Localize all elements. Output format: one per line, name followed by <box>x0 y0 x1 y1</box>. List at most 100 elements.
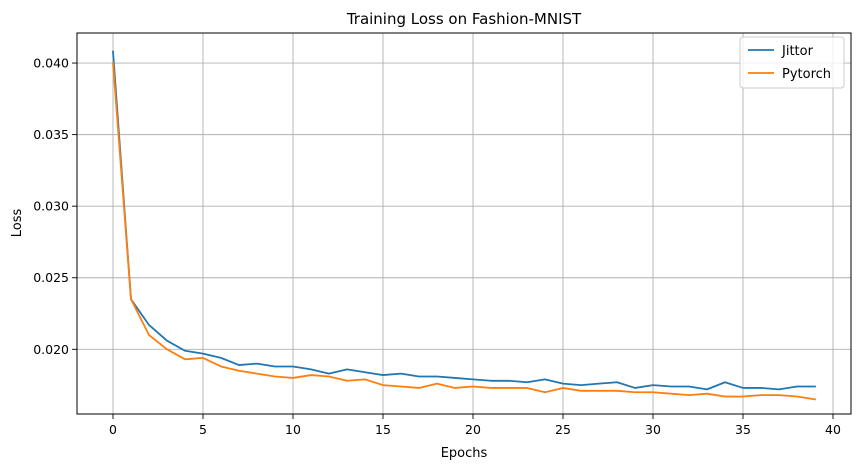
data-point-pytorch <box>436 382 438 384</box>
data-point-pytorch <box>184 358 186 360</box>
y-axis-label: Loss <box>10 209 25 238</box>
data-point-jittor <box>436 375 438 377</box>
y-tick-label: 0.035 <box>33 127 69 142</box>
data-point-pytorch <box>346 380 348 382</box>
plot-area-frame <box>76 32 852 415</box>
data-point-pytorch <box>472 385 474 387</box>
data-point-jittor <box>256 362 258 364</box>
y-tick-label: 0.030 <box>33 199 69 214</box>
data-point-jittor <box>112 50 114 52</box>
data-point-pytorch <box>796 395 798 397</box>
data-point-jittor <box>814 385 816 387</box>
data-point-jittor <box>472 378 474 380</box>
data-point-jittor <box>454 377 456 379</box>
data-point-pytorch <box>598 390 600 392</box>
data-point-jittor <box>796 385 798 387</box>
data-point-pytorch <box>652 391 654 393</box>
data-point-pytorch <box>616 390 618 392</box>
data-point-jittor <box>634 387 636 389</box>
data-point-pytorch <box>112 62 114 64</box>
data-point-pytorch <box>724 395 726 397</box>
data-point-jittor <box>580 384 582 386</box>
data-point-jittor <box>202 352 204 354</box>
data-point-pytorch <box>130 298 132 300</box>
data-point-jittor <box>616 381 618 383</box>
data-point-pytorch <box>778 394 780 396</box>
data-point-jittor <box>418 375 420 377</box>
data-point-pytorch <box>688 394 690 396</box>
x-tick-label: 30 <box>645 422 661 437</box>
data-point-jittor <box>346 368 348 370</box>
data-point-jittor <box>706 388 708 390</box>
data-point-pytorch <box>292 377 294 379</box>
data-point-pytorch <box>760 394 762 396</box>
data-point-jittor <box>760 387 762 389</box>
data-point-pytorch <box>238 370 240 372</box>
data-point-jittor <box>400 372 402 374</box>
chart-title: Training Loss on Fashion-MNIST <box>346 10 582 28</box>
data-point-pytorch <box>202 357 204 359</box>
x-tick-label: 5 <box>199 422 207 437</box>
data-point-jittor <box>508 380 510 382</box>
data-point-pytorch <box>274 375 276 377</box>
axis-ticks: 0 5 10 15 20 25 30 35 40 0.020 0.025 0.030 0.035 0.04… <box>33 56 841 437</box>
data-point-jittor <box>382 374 384 376</box>
data-point-pytorch <box>544 391 546 393</box>
data-point-jittor <box>526 381 528 383</box>
data-point-jittor <box>148 324 150 326</box>
data-point-jittor <box>364 371 366 373</box>
series-line-jittor <box>112 50 816 391</box>
data-point-jittor <box>598 382 600 384</box>
data-point-jittor <box>328 372 330 374</box>
data-point-jittor <box>562 382 564 384</box>
data-point-pytorch <box>508 387 510 389</box>
x-tick-label: 40 <box>825 422 841 437</box>
data-point-jittor <box>544 378 546 380</box>
data-point-jittor <box>688 385 690 387</box>
x-tick-label: 15 <box>375 422 391 437</box>
data-point-jittor <box>220 357 222 359</box>
data-point-jittor <box>724 381 726 383</box>
data-point-jittor <box>652 384 654 386</box>
plot-series <box>112 50 817 401</box>
data-point-pytorch <box>364 378 366 380</box>
data-point-pytorch <box>562 387 564 389</box>
data-point-pytorch <box>148 334 150 336</box>
y-tick-label: 0.020 <box>33 342 69 357</box>
data-point-pytorch <box>490 387 492 389</box>
x-tick-label: 35 <box>735 422 751 437</box>
series-line-pytorch <box>112 62 817 401</box>
data-point-jittor <box>742 387 744 389</box>
data-point-jittor <box>166 340 168 342</box>
data-point-pytorch <box>328 375 330 377</box>
legend-label-jittor: Jittor <box>781 44 814 59</box>
data-point-pytorch <box>418 387 420 389</box>
legend-label-pytorch: Pytorch <box>782 67 831 82</box>
data-point-jittor <box>274 365 276 367</box>
data-point-pytorch <box>814 398 816 400</box>
x-tick-label: 20 <box>465 422 481 437</box>
data-point-pytorch <box>256 372 258 374</box>
grid <box>77 33 851 414</box>
data-point-jittor <box>310 368 312 370</box>
x-tick-label: 10 <box>285 422 301 437</box>
x-axis-label: Epochs <box>441 446 488 461</box>
data-point-pytorch <box>706 392 708 394</box>
data-point-pytorch <box>382 384 384 386</box>
legend: Jittor Pytorch <box>739 36 845 89</box>
data-point-pytorch <box>634 391 636 393</box>
data-point-pytorch <box>526 387 528 389</box>
data-point-jittor <box>184 350 186 352</box>
data-point-pytorch <box>310 374 312 376</box>
data-point-pytorch <box>670 392 672 394</box>
data-point-jittor <box>670 385 672 387</box>
data-point-pytorch <box>220 365 222 367</box>
data-point-pytorch <box>166 348 168 350</box>
x-tick-label: 0 <box>109 422 117 437</box>
data-point-jittor <box>238 364 240 366</box>
data-point-jittor <box>292 365 294 367</box>
data-point-pytorch <box>742 395 744 397</box>
y-tick-label: 0.025 <box>33 270 69 285</box>
data-point-jittor <box>778 388 780 390</box>
data-point-pytorch <box>454 387 456 389</box>
